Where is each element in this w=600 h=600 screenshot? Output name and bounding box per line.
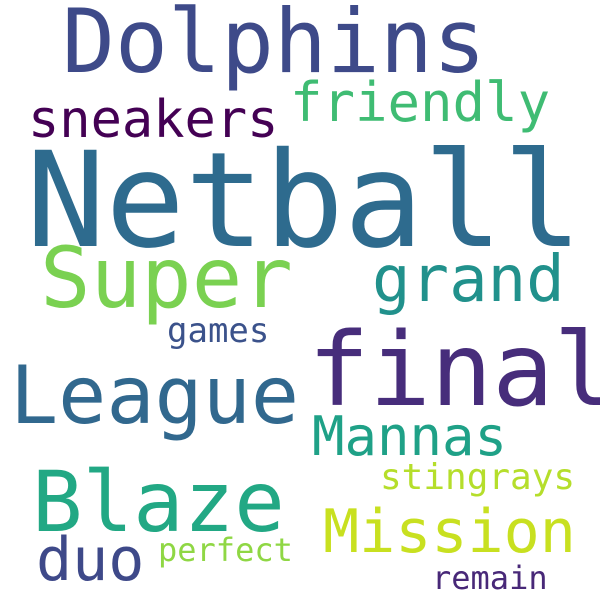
word-mannas: Mannas: [312, 405, 508, 468]
word-friendly: friendly: [290, 71, 551, 134]
word-final: final: [308, 311, 600, 430]
word-blaze: Blaze: [32, 453, 285, 551]
word-sneakers: sneakers: [28, 90, 279, 150]
word-league: League: [10, 349, 299, 442]
word-perfect: perfect: [158, 531, 293, 569]
word-netball: Netball: [26, 124, 583, 278]
word-remain: remain: [432, 559, 548, 597]
word-mission: Mission: [323, 497, 576, 567]
word-dolphins: Dolphins: [62, 0, 486, 93]
word-games: games: [167, 311, 270, 351]
word-duo: duo: [36, 525, 145, 595]
word-super: Super: [40, 229, 293, 327]
word-stingrays: stingrays: [380, 457, 576, 498]
word-grand: grand: [372, 243, 565, 317]
